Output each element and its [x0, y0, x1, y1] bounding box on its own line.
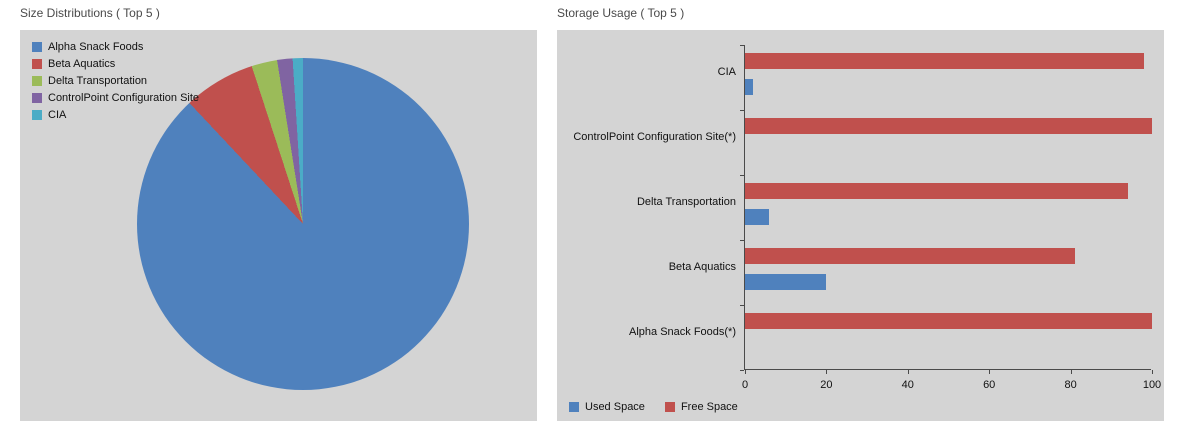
legend-item: ControlPoint Configuration Site	[32, 91, 217, 105]
legend-swatch	[32, 42, 42, 52]
x-tick-label: 0	[741, 379, 749, 391]
legend-item: Free Space	[664, 400, 738, 414]
legend-swatch	[569, 402, 579, 412]
legend-swatch	[32, 93, 42, 103]
x-tick-label: 80	[1064, 379, 1077, 391]
legend-label: Beta Aquatics	[48, 58, 116, 70]
y-tick-mark	[740, 175, 744, 176]
size-distributions-title: Size Distributions ( Top 5 )	[20, 6, 160, 20]
pie-chart	[137, 58, 469, 390]
x-tick-mark	[989, 370, 991, 374]
bar-free-space	[745, 183, 1128, 199]
legend-swatch	[32, 110, 42, 120]
legend-label: Free Space	[680, 401, 738, 413]
storage-usage-section: Storage Usage ( Top 5 ) CIA ControlPoint …	[557, 0, 1164, 421]
x-tick-mark	[826, 370, 828, 374]
bar-group: Alpha Snack Foods(*)	[629, 305, 1152, 370]
legend-label: Used Space	[585, 401, 645, 413]
y-tick-mark	[740, 110, 744, 111]
legend-item: Alpha Snack Foods	[32, 40, 217, 54]
bar-used-space	[745, 79, 754, 95]
x-tick-label: 40	[901, 379, 914, 391]
storage-usage-title: Storage Usage ( Top 5 )	[557, 6, 685, 20]
category-label: ControlPoint Configuration Site(*)	[573, 131, 736, 143]
x-tick-mark	[907, 370, 909, 374]
bar-group: Beta Aquatics	[669, 240, 1151, 305]
legend-label: Alpha Snack Foods	[48, 41, 144, 53]
legend-swatch	[32, 59, 42, 69]
y-tick-mark	[740, 45, 744, 46]
legend-swatch	[664, 402, 675, 412]
legend-swatch	[32, 76, 42, 86]
bar-group: Delta Transportation	[637, 175, 1151, 240]
bar-used-space	[745, 209, 770, 225]
category-label: Beta Aquatics	[668, 261, 736, 273]
legend-label: CIA	[48, 109, 67, 121]
y-tick-mark	[740, 305, 744, 306]
legend-item: CIA	[32, 108, 217, 122]
x-tick-label: 100	[1142, 379, 1162, 391]
legend-label: ControlPoint Configuration Site	[48, 92, 200, 104]
x-tick-mark	[1070, 370, 1072, 374]
legend-item: Used Space	[569, 400, 645, 414]
x-tick-label: 60	[983, 379, 996, 391]
pie-chart-panel: Alpha Snack Foods Beta Aquatics Delta Tran…	[20, 30, 537, 421]
size-distributions-section: Size Distributions ( Top 5 ) Alpha Snack…	[20, 0, 537, 421]
bar-group: CIA	[718, 45, 1151, 110]
bar-free-space	[745, 248, 1075, 264]
category-label: CIA	[717, 66, 736, 78]
x-tick-mark	[1152, 370, 1153, 374]
y-tick-mark	[740, 370, 744, 371]
x-tick-label: 20	[820, 379, 833, 391]
bar-chart-panel: CIA ControlPoint Configuration Site(*) Del…	[557, 30, 1164, 421]
legend-item: Beta Aquatics	[32, 57, 217, 71]
category-label: Alpha Snack Foods(*)	[629, 326, 736, 338]
bar-legend: Used Space Free Space	[569, 400, 738, 414]
legend-item: Delta Transportation	[32, 74, 217, 88]
legend-label: Delta Transportation	[48, 75, 148, 87]
bar-used-space	[745, 274, 827, 290]
bar-free-space	[745, 313, 1152, 329]
bar-group: ControlPoint Configuration Site(*)	[573, 110, 1152, 175]
x-tick-mark	[745, 370, 746, 374]
bar-free-space	[745, 53, 1144, 69]
bar-plot: CIA ControlPoint Configuration Site(*) Del…	[573, 45, 1161, 391]
y-tick-mark	[740, 240, 744, 241]
category-label: Delta Transportation	[636, 196, 736, 208]
bar-free-space	[745, 118, 1152, 134]
pie-legend: Alpha Snack Foods Beta Aquatics Delta Tran…	[32, 40, 217, 122]
